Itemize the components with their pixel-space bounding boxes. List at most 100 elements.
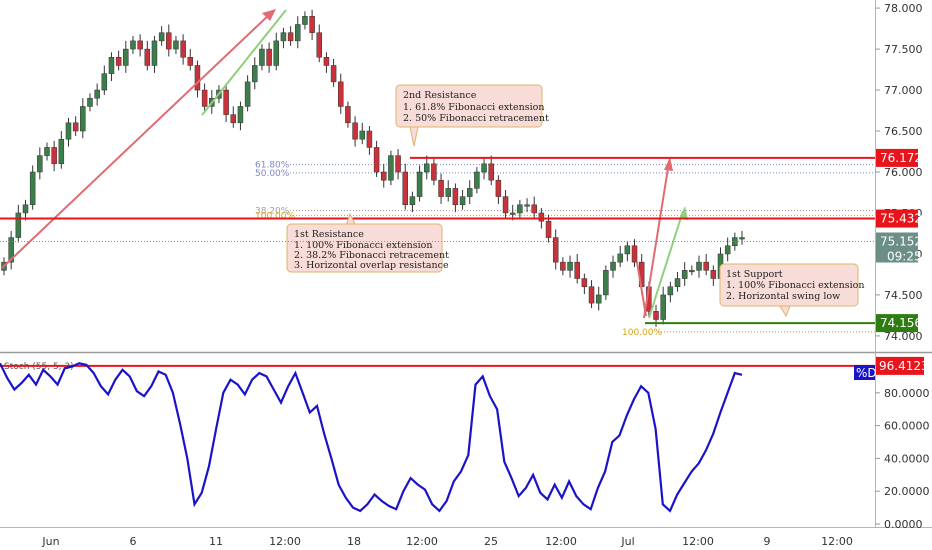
candle-body bbox=[309, 16, 315, 33]
candle-body bbox=[101, 73, 108, 91]
candle-body bbox=[244, 81, 251, 107]
level-tag bbox=[876, 148, 918, 167]
time-tick-label: 18 bbox=[347, 535, 361, 548]
candle-body bbox=[488, 163, 494, 181]
candle-body bbox=[445, 188, 451, 197]
candle-body bbox=[173, 40, 179, 50]
level-tag-label: 74.156 bbox=[880, 316, 922, 330]
candle-body bbox=[388, 155, 394, 181]
candle-body bbox=[466, 188, 473, 197]
price-tick-label: 74.000 bbox=[884, 330, 923, 343]
candle-body bbox=[252, 65, 258, 83]
stoch-legend-label: %D bbox=[856, 366, 877, 380]
candle-body bbox=[166, 32, 172, 50]
fib-level-label: 61.80% bbox=[255, 161, 290, 171]
candle-body bbox=[438, 179, 444, 197]
candle-body bbox=[29, 171, 36, 206]
stoch-legend-badge[interactable] bbox=[854, 365, 875, 380]
long-trend-arrow bbox=[1, 11, 273, 269]
candle-body bbox=[481, 163, 487, 173]
green-arrow-2 bbox=[648, 210, 684, 319]
candle-body bbox=[51, 147, 57, 165]
candle-body bbox=[631, 245, 638, 263]
time-tick-label: 12:00 bbox=[682, 535, 714, 548]
red-arrow-2 bbox=[636, 261, 647, 317]
candle-body bbox=[739, 237, 745, 240]
long-trend-arrowhead bbox=[262, 9, 276, 21]
candle-body bbox=[37, 155, 43, 173]
candle-body bbox=[423, 163, 430, 173]
candle-body bbox=[345, 106, 351, 124]
candle-body bbox=[373, 147, 380, 173]
candle-body bbox=[359, 130, 366, 140]
level-tag bbox=[876, 314, 918, 333]
price-tick-label: 78.000 bbox=[884, 2, 923, 15]
candle-body bbox=[681, 270, 688, 279]
candle-body bbox=[689, 270, 695, 273]
candle-body bbox=[108, 57, 115, 74]
candle-body bbox=[115, 57, 122, 66]
candle-body bbox=[352, 122, 358, 140]
price-tick-label: 77.500 bbox=[884, 43, 923, 56]
fibonacci-levels: 61.80%50.00%38.20%100.00%100.00% bbox=[255, 161, 875, 338]
fib-level-label: 38.20% bbox=[255, 207, 290, 217]
time-tick-label: 25 bbox=[484, 535, 498, 548]
candle-body bbox=[65, 122, 72, 140]
time-tick-label: 12:00 bbox=[406, 535, 438, 548]
candle-body bbox=[287, 32, 294, 42]
annotation-title: 2nd Resistance bbox=[403, 90, 477, 101]
level-tag-label: 75.432 bbox=[880, 212, 922, 226]
candle-body bbox=[323, 57, 330, 66]
candle-body bbox=[509, 212, 516, 215]
candle-body bbox=[130, 40, 136, 50]
annotation-1st-support[interactable]: 1st Support 1. 100% Fibonacci extension … bbox=[719, 263, 864, 318]
last-price-tag[interactable]: 75.152 09:25 bbox=[0, 232, 922, 263]
candle-body bbox=[524, 204, 530, 207]
candle-body bbox=[552, 237, 559, 263]
annotation-line: 1. 61.8% Fibonacci extension bbox=[403, 102, 544, 113]
candle-body bbox=[280, 32, 287, 42]
candle-body bbox=[653, 311, 659, 320]
candle-body bbox=[15, 212, 22, 238]
candle-body bbox=[44, 147, 50, 156]
annotation-2nd-resistance[interactable]: 2nd Resistance 1. 61.8% Fibonacci extens… bbox=[395, 84, 549, 147]
stoch-pane[interactable] bbox=[0, 354, 875, 527]
price-axis[interactable]: 74.00074.50075.00075.50076.00076.50077.0… bbox=[875, 2, 923, 343]
stoch-tick-label: 40.0000 bbox=[884, 452, 930, 465]
time-tick-label: 12:00 bbox=[545, 535, 577, 548]
candle-body bbox=[431, 163, 437, 181]
stoch-tick-label: 20.0000 bbox=[884, 485, 930, 498]
last-price-countdown: 09:25 bbox=[887, 249, 922, 263]
annotation-title: 1st Support bbox=[726, 269, 783, 280]
candle-body bbox=[696, 261, 702, 271]
candle-body bbox=[395, 155, 401, 173]
candle-body bbox=[194, 65, 201, 91]
price-tick-label: 76.000 bbox=[884, 166, 923, 179]
stoch-axis[interactable]: 0.0000 20.0000 40.0000 60.0000 80.0000 bbox=[875, 387, 930, 531]
stoch-title[interactable]: Stoch (55, 5, 3) bbox=[4, 362, 74, 372]
stoch-tick-label: 0.0000 bbox=[884, 518, 923, 531]
candle-body bbox=[610, 261, 616, 271]
annotation-1st-resistance[interactable]: 1st Resistance 1. 100% Fibonacci extensi… bbox=[286, 212, 449, 273]
candle-body bbox=[380, 171, 387, 181]
stoch-tick-label: 60.0000 bbox=[884, 420, 930, 433]
annotation-line: 2. 50% Fibonacci retracement bbox=[403, 113, 549, 124]
candle-body bbox=[58, 138, 65, 165]
candle-body bbox=[230, 114, 237, 124]
candle-body bbox=[259, 48, 265, 66]
fib-level-label: 50.00% bbox=[255, 169, 290, 179]
candle-body bbox=[180, 40, 186, 58]
last-price-label bbox=[876, 232, 918, 263]
candlestick-series bbox=[1, 9, 745, 327]
annotation-box bbox=[286, 223, 443, 273]
candle-body bbox=[8, 237, 14, 263]
candle-body bbox=[302, 16, 308, 25]
candle-body bbox=[703, 261, 709, 271]
time-tick-label: 12:00 bbox=[269, 535, 301, 548]
time-axis[interactable]: Jun 6 11 12:00 18 12:00 25 12:00 Jul 12:00 9 12:00 bbox=[41, 535, 852, 548]
price-tick-label: 74.500 bbox=[884, 289, 923, 302]
support-resistance-levels: 76.172 75.432 74.156 bbox=[0, 148, 922, 333]
candle-body bbox=[624, 245, 631, 255]
candle-body bbox=[237, 106, 244, 124]
